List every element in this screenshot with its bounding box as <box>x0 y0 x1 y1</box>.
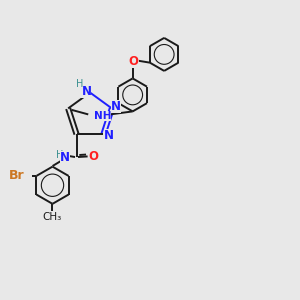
Text: N: N <box>60 151 70 164</box>
Text: H: H <box>56 150 63 160</box>
Text: N: N <box>81 85 92 98</box>
Text: N: N <box>111 100 121 113</box>
Text: Br: Br <box>9 169 24 182</box>
Text: NH: NH <box>94 111 111 121</box>
Text: O: O <box>129 56 139 68</box>
Text: O: O <box>88 150 98 163</box>
Text: N: N <box>104 129 114 142</box>
Text: H: H <box>76 79 83 89</box>
Text: CH₃: CH₃ <box>43 212 62 222</box>
